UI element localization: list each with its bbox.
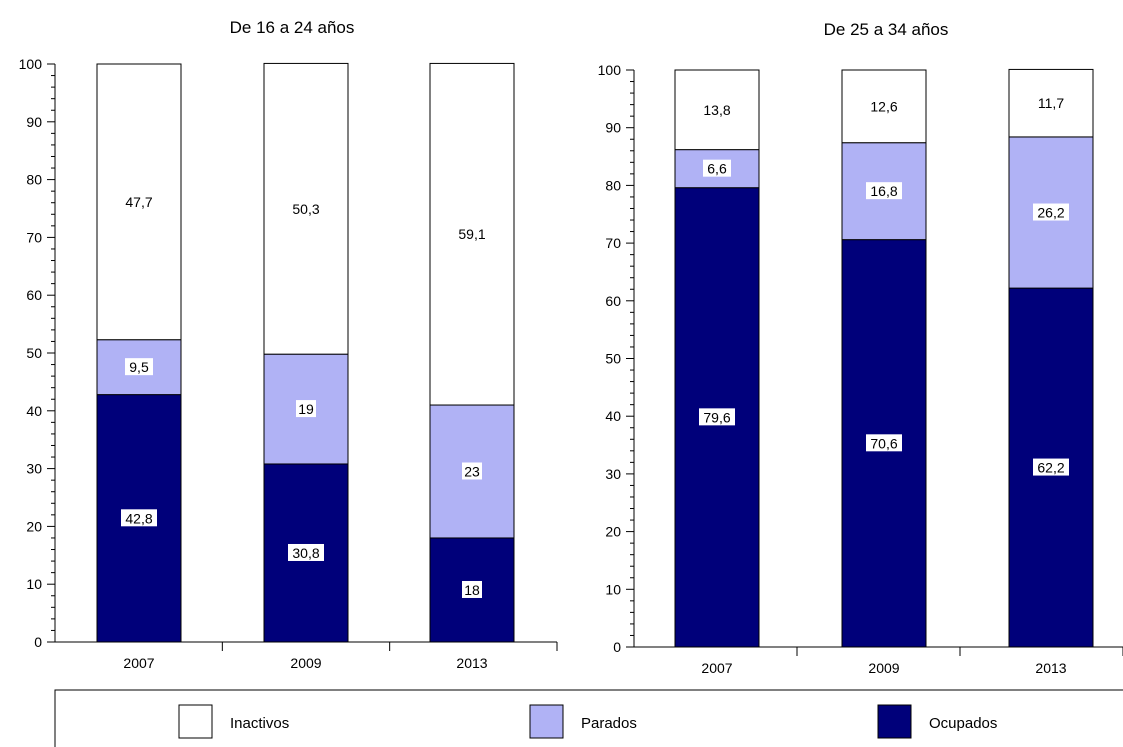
legend-swatch-parados (529, 704, 564, 739)
y-tick-label: 50 (26, 345, 42, 361)
data-label-ocupados: 70,6 (870, 435, 897, 451)
y-tick-label: 0 (613, 639, 621, 655)
y-tick-label: 0 (34, 634, 42, 650)
y-tick-label: 40 (605, 408, 621, 424)
y-tick-label: 70 (26, 229, 42, 245)
legend-swatch-ocupados (877, 704, 912, 739)
data-label-inactivos: 59,1 (458, 226, 485, 242)
legend-box (54, 689, 1123, 747)
chart-panel-16-24: De 16 a 24 años 0 10 20 30 40 50 60 70 80 90 100 42… (19, 18, 558, 671)
chart-panel-25-34: De 25 a 34 años 0 10 20 30 40 50 60 70 80 90 100 79… (598, 20, 1123, 676)
data-label-bg (866, 434, 902, 452)
data-label-bg (296, 400, 316, 418)
data-label-bg (454, 225, 490, 243)
y-tick-label: 90 (605, 120, 621, 136)
y-tick-label: 30 (26, 461, 42, 477)
data-label-parados: 19 (298, 401, 314, 417)
data-label-bg (121, 509, 157, 527)
x-tick-label: 2009 (868, 660, 899, 676)
legend-label-inactivos: Inactivos (230, 715, 289, 732)
y-tick-label: 80 (605, 177, 621, 193)
data-label-bg (699, 100, 735, 118)
data-label-inactivos: 12,6 (870, 98, 897, 114)
data-label-bg (288, 199, 324, 217)
data-label-parados: 23 (464, 463, 480, 479)
data-label-inactivos: 13,8 (703, 102, 730, 118)
legend-label-ocupados: Ocupados (929, 715, 997, 732)
y-tick-label: 50 (605, 351, 621, 367)
data-label-ocupados: 79,6 (703, 409, 730, 425)
chart-title: De 16 a 24 años (230, 18, 355, 37)
data-label-ocupados: 62,2 (1037, 460, 1064, 476)
data-label-bg (462, 580, 482, 598)
data-label-bg (866, 182, 902, 200)
data-label-bg (1033, 203, 1069, 221)
data-label-parados: 9,5 (129, 359, 149, 375)
legend-label-parados: Parados (581, 715, 637, 732)
data-label-bg (288, 543, 324, 561)
y-tick-label: 10 (605, 581, 621, 597)
data-label-parados: 16,8 (870, 183, 897, 199)
legend-swatch-inactivos (178, 704, 213, 739)
x-tick-label: 2009 (290, 655, 321, 671)
data-label-inactivos: 11,7 (1038, 95, 1064, 111)
data-label-bg (121, 192, 157, 210)
data-label-bg (699, 408, 735, 426)
y-tick-label: 80 (26, 172, 42, 188)
y-tick-label: 90 (26, 114, 42, 130)
data-label-ocupados: 42,8 (125, 510, 152, 526)
y-tick-label: 60 (26, 287, 42, 303)
y-tick-label: 20 (605, 524, 621, 540)
data-label-parados: 26,2 (1037, 205, 1064, 221)
data-label-bg (1033, 458, 1069, 476)
data-label-bg (462, 462, 482, 480)
data-label-bg (125, 358, 153, 376)
data-label-bg (1033, 94, 1069, 112)
y-tick-label: 40 (26, 403, 42, 419)
x-tick-label: 2007 (123, 655, 154, 671)
data-label-parados: 6,6 (707, 161, 727, 177)
data-label-bg (703, 159, 731, 177)
x-tick-label: 2013 (456, 655, 487, 671)
data-label-inactivos: 50,3 (292, 201, 319, 217)
bar-inactivos-2009 (841, 69, 927, 144)
data-label-bg (866, 97, 902, 115)
y-tick-label: 100 (598, 62, 622, 78)
chart-title: De 25 a 34 años (824, 20, 949, 39)
y-tick-label: 70 (605, 235, 621, 251)
y-tick-label: 30 (605, 466, 621, 482)
x-tick-label: 2007 (701, 660, 732, 676)
legend: Inactivos Parados Ocupados (54, 689, 1123, 747)
y-tick-label: 100 (19, 56, 43, 72)
y-tick-label: 60 (605, 293, 621, 309)
data-label-inactivos: 47,7 (125, 194, 152, 210)
data-label-ocupados: 18 (464, 582, 480, 598)
data-label-ocupados: 30,8 (292, 545, 319, 561)
y-tick-label: 10 (26, 576, 42, 592)
x-tick-label: 2013 (1035, 660, 1066, 676)
y-tick-label: 20 (26, 518, 42, 534)
